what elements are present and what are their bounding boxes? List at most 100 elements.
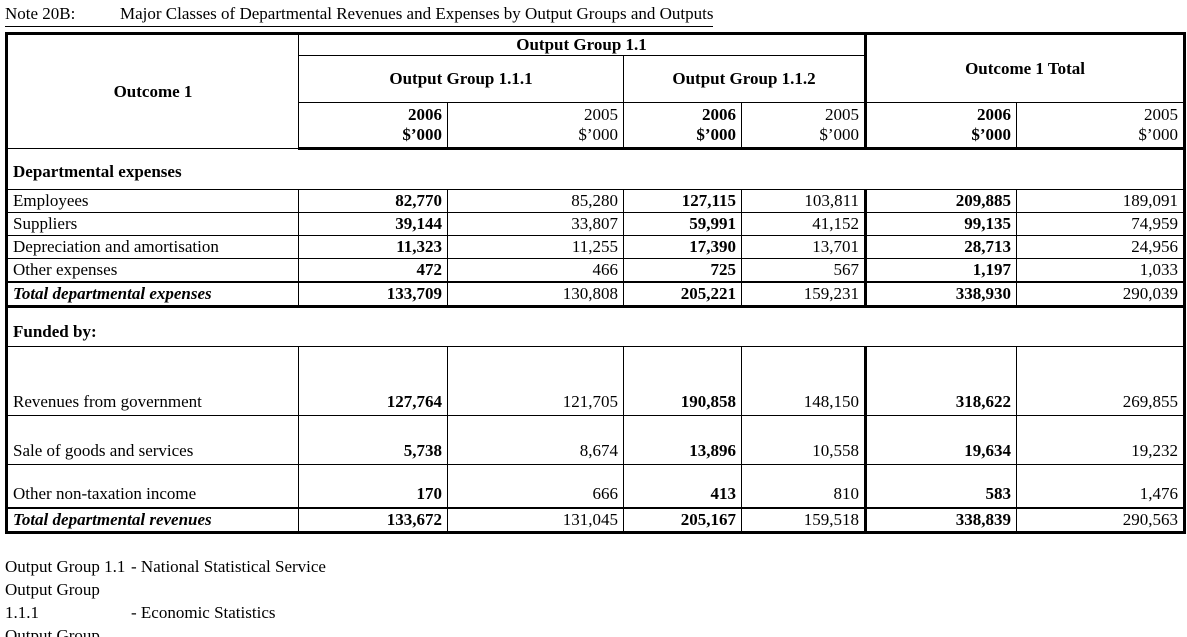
total-expenses-row: Total departmental expenses 133,709 130,… — [6, 280, 1186, 308]
value-cell: 13,896 — [623, 415, 742, 465]
table-row: Employees 82,770 85,280 127,115 103,811 … — [6, 189, 1186, 213]
footnote-desc: - National Statistical Service — [131, 557, 326, 576]
total-revenues-row: Total departmental revenues 133,672 131,… — [6, 506, 1186, 534]
footnote: Output Group 1.1.2- Population and Socia… — [5, 624, 1187, 637]
table-row: Revenues from government 127,764 121,705… — [6, 346, 1186, 416]
unit-label: $’000 — [696, 125, 736, 144]
year-header: 2005 $’000 — [1016, 102, 1186, 150]
row-label: Sale of goods and services — [6, 415, 299, 465]
year-label: 2006 — [977, 105, 1012, 124]
row-label: Depreciation and amortisation — [6, 235, 299, 259]
table-row: Depreciation and amortisation 11,323 11,… — [6, 235, 1186, 259]
outcome-total-header: Outcome 1 Total — [864, 33, 1186, 103]
unit-label: $’000 — [819, 125, 860, 144]
unit-label: $’000 — [402, 125, 442, 144]
value-cell: 5,738 — [298, 415, 448, 465]
footnote-label: Output Group 1.1.1 — [5, 580, 100, 622]
subgroup1-header: Output Group 1.1.1 — [298, 55, 624, 103]
row-label: Total departmental revenues — [6, 506, 299, 534]
year-label: 2005 — [1144, 105, 1179, 124]
year-header: 2005 $’000 — [447, 102, 624, 150]
value-cell: 17,390 — [623, 235, 742, 259]
table-row: Other non-taxation income 170 666 413 81… — [6, 464, 1186, 508]
value-cell: 290,039 — [1016, 280, 1186, 308]
unit-label: $’000 — [1138, 125, 1179, 144]
value-cell: 99,135 — [864, 212, 1018, 236]
value-cell: 189,091 — [1016, 189, 1186, 213]
value-cell: 148,150 — [740, 346, 867, 416]
value-cell: 103,811 — [740, 189, 867, 213]
section-heading-row: Departmental expenses — [5, 148, 1186, 190]
value-cell: 13,701 — [740, 235, 867, 259]
unit-label: $’000 — [971, 125, 1012, 144]
value-cell: 8,674 — [447, 415, 624, 465]
value-cell: 19,232 — [1016, 415, 1186, 465]
row-label: Suppliers — [6, 212, 299, 236]
value-cell: 269,855 — [1016, 346, 1186, 416]
value-cell: 583 — [864, 464, 1018, 508]
year-label: 2006 — [702, 105, 736, 124]
outcome-header: Outcome 1 — [6, 33, 299, 149]
row-label: Other non-taxation income — [6, 464, 299, 508]
value-cell: 205,167 — [623, 506, 742, 534]
header-row-subgroups: Output Group 1.1.1 Output Group 1.1.2 — [7, 55, 1185, 103]
row-label: Total departmental expenses — [6, 280, 299, 308]
value-cell: 131,045 — [447, 506, 624, 534]
value-cell: 338,839 — [864, 506, 1018, 534]
value-cell: 290,563 — [1016, 506, 1186, 534]
note-text: Major Classes of Departmental Revenues a… — [120, 4, 714, 23]
footnote-label: Output Group 1.1 — [5, 557, 126, 576]
value-cell: 209,885 — [864, 189, 1018, 213]
value-cell: 127,115 — [623, 189, 742, 213]
value-cell: 1,476 — [1016, 464, 1186, 508]
footnotes: Output Group 1.1 - National Statistical S… — [5, 555, 1187, 637]
value-cell: 59,991 — [623, 212, 742, 236]
year-header: 2006 $’000 — [623, 102, 742, 150]
footnote: Output Group 1.1 - National Statistical S… — [5, 555, 1187, 578]
value-cell: 121,705 — [447, 346, 624, 416]
value-cell: 666 — [447, 464, 624, 508]
value-cell: 28,713 — [864, 235, 1018, 259]
value-cell: 127,764 — [298, 346, 448, 416]
output-group-header: Output Group 1.1 — [297, 33, 867, 56]
value-cell: 10,558 — [740, 415, 867, 465]
financial-table: Outcome 1 Output Group 1.1 Outcome 1 Tot… — [5, 32, 1187, 534]
value-cell: 11,323 — [298, 235, 448, 259]
header-row-years: 2006 $’000 2005 $’000 2006 $’000 2005 $’… — [7, 102, 1186, 150]
value-cell: 190,858 — [623, 346, 742, 416]
value-cell: 466 — [447, 258, 624, 282]
table-row: Suppliers 39,144 33,807 59,991 41,152 99… — [6, 212, 1186, 236]
value-cell: 74,959 — [1016, 212, 1186, 236]
row-label: Other expenses — [6, 258, 299, 282]
note-title: Note 20B: Major Classes of Departmental R… — [5, 4, 714, 27]
unit-label: $’000 — [578, 125, 618, 144]
table-row: Sale of goods and services 5,738 8,674 1… — [6, 415, 1186, 465]
header-row-group: Outcome 1 Output Group 1.1 Outcome 1 Tot… — [6, 33, 1186, 149]
footnote: Output Group 1.1.1 - Economic Statistics — [5, 578, 1187, 624]
year-label: 2005 — [584, 105, 618, 124]
table-row: Other expenses 472 466 725 567 1,197 1,0… — [6, 258, 1186, 282]
value-cell: 725 — [623, 258, 742, 282]
year-header: 2006 $’000 — [298, 102, 448, 150]
year-header: 2006 $’000 — [864, 102, 1018, 150]
value-cell: 472 — [298, 258, 448, 282]
value-cell: 39,144 — [298, 212, 448, 236]
value-cell: 159,518 — [740, 506, 867, 534]
value-cell: 133,709 — [298, 280, 448, 308]
footnote-label: Output Group 1.1.2 — [5, 626, 100, 637]
value-cell: 318,622 — [864, 346, 1018, 416]
value-cell: 810 — [740, 464, 867, 508]
year-header: 2005 $’000 — [740, 102, 867, 150]
value-cell: 24,956 — [1016, 235, 1186, 259]
section-heading-row: Funded by: — [5, 306, 1186, 347]
value-cell: 19,634 — [864, 415, 1018, 465]
year-label: 2006 — [408, 105, 442, 124]
funded-by-section-heading: Funded by: — [5, 306, 1186, 347]
expenses-section-heading: Departmental expenses — [5, 148, 1186, 190]
value-cell: 159,231 — [740, 280, 867, 308]
subgroup2-header: Output Group 1.1.2 — [622, 55, 867, 103]
value-cell: 338,930 — [864, 280, 1018, 308]
note-number: Note 20B: — [5, 4, 76, 23]
value-cell: 11,255 — [447, 235, 624, 259]
